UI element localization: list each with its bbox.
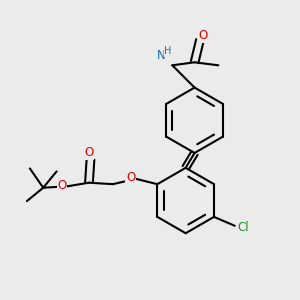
Text: N: N — [157, 49, 166, 62]
Text: H: H — [164, 46, 172, 56]
Text: O: O — [58, 179, 67, 192]
Text: O: O — [199, 29, 208, 42]
Text: O: O — [84, 146, 94, 160]
Text: O: O — [126, 171, 135, 184]
Text: Cl: Cl — [237, 221, 249, 234]
